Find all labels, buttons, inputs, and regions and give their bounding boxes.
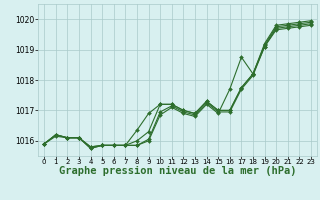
X-axis label: Graphe pression niveau de la mer (hPa): Graphe pression niveau de la mer (hPa)	[59, 166, 296, 176]
